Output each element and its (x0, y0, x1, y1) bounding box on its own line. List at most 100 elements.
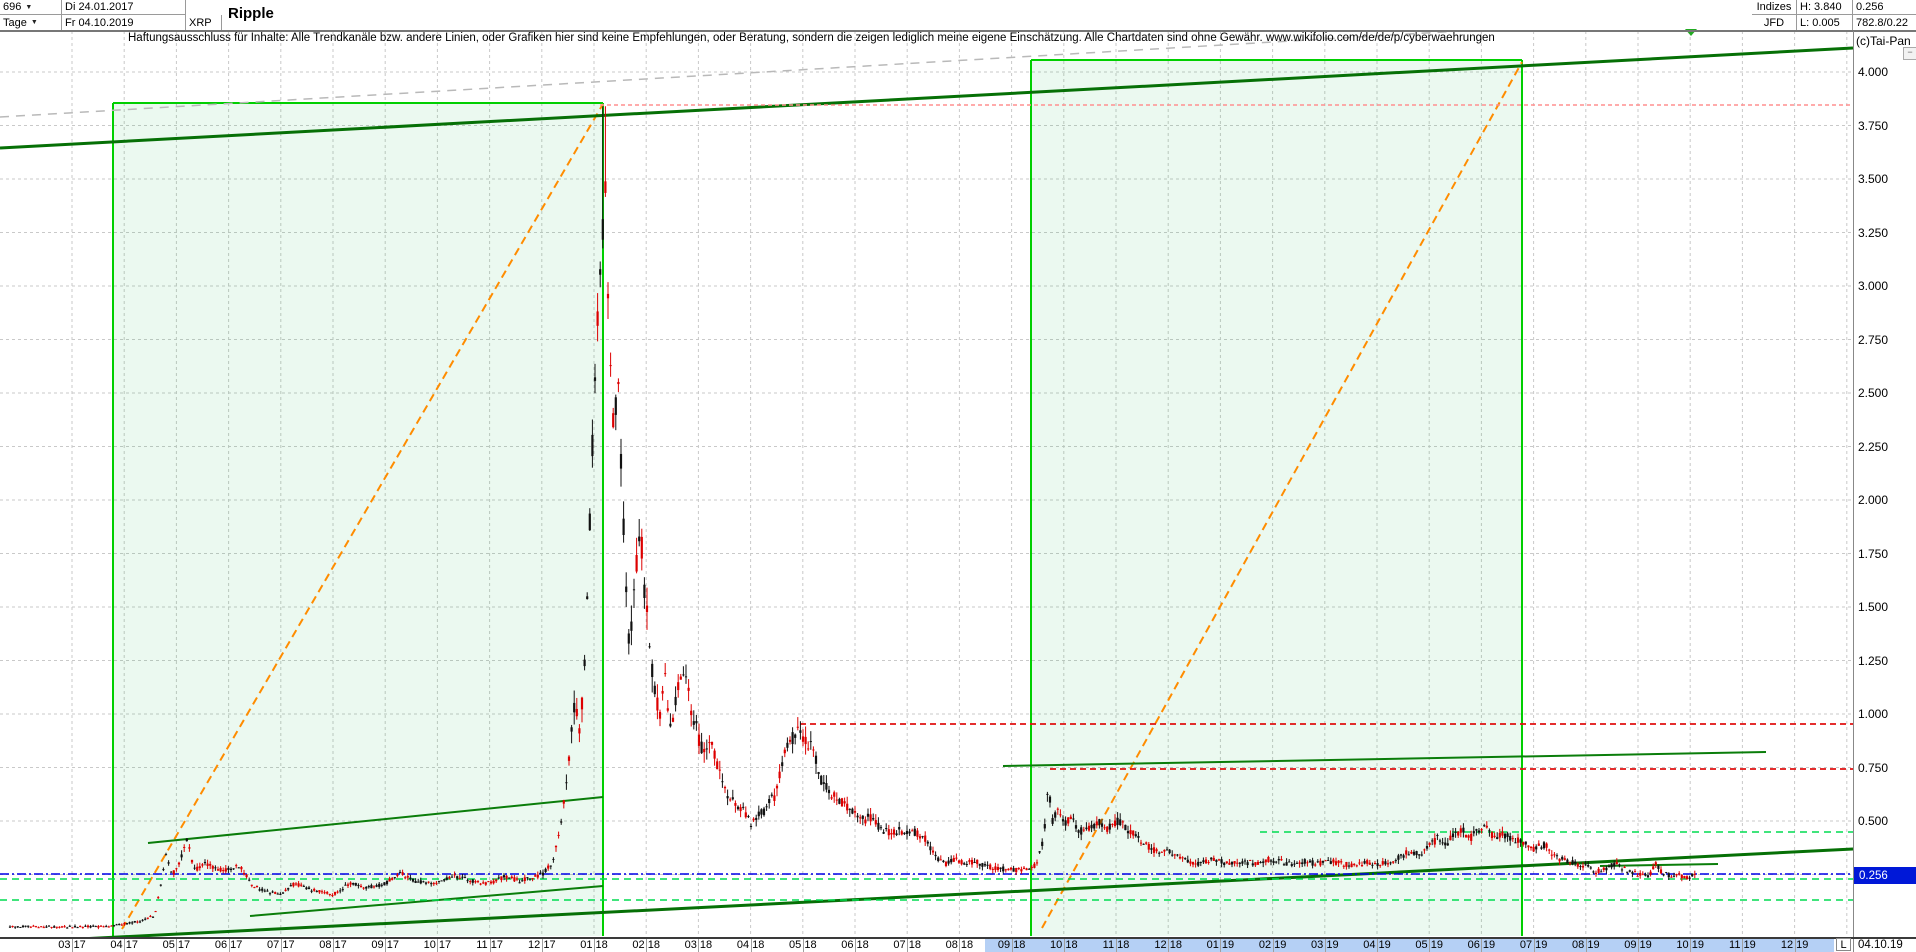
axis-separator (1853, 31, 1854, 952)
y-axis-label: 3.000 (1858, 279, 1889, 293)
date-from-value: Di 24.01.2017 (65, 1, 134, 13)
month-label: 12 19 (1780, 939, 1809, 951)
month-label: 05 19 (1415, 939, 1443, 951)
bars-count-dropdown[interactable]: 696 ▼ (0, 0, 62, 15)
month-label: 01 18 (580, 939, 608, 951)
month-tick (855, 939, 856, 952)
month-label: 01 19 (1206, 939, 1235, 951)
month-label: 06 17 (214, 939, 243, 951)
period-dropdown[interactable]: Tage ▼ (0, 15, 62, 31)
month-label: 10 19 (1676, 939, 1704, 951)
month-label: 07 19 (1519, 939, 1548, 951)
y-axis-label: 1.000 (1858, 707, 1889, 721)
month-label: 03 19 (1311, 939, 1339, 951)
month-tick (489, 939, 491, 952)
month-tick (1638, 939, 1639, 952)
month-tick (1690, 939, 1692, 952)
broker-label: JFD (1752, 15, 1797, 31)
month-tick (385, 939, 387, 952)
month-tick (1324, 939, 1326, 952)
last-price: 0.256 (1853, 0, 1916, 15)
month-tick (802, 939, 804, 952)
last-date-label: 04.10.19 (1858, 939, 1903, 951)
month-label: 10 17 (423, 939, 452, 951)
date-to-field[interactable]: Fr 04.10.2019 (62, 15, 186, 31)
month-label: 09 17 (371, 939, 399, 951)
date-from-field[interactable]: Di 24.01.2017 (62, 0, 186, 15)
date-to-value: Fr 04.10.2019 (65, 16, 134, 29)
month-tick (1481, 939, 1483, 952)
month-label: 11 17 (476, 939, 503, 951)
month-label: 02 19 (1258, 939, 1287, 951)
month-label: 03 18 (684, 939, 713, 951)
x-axis-labels: 03 17 04 17 05 17 06 17 07 17 08 17 09 17 10 17… (0, 939, 1853, 952)
month-tick (72, 939, 73, 952)
indizes-label: Indizes (1752, 0, 1797, 15)
month-label: 05 18 (789, 939, 817, 951)
chevron-down-icon: ▼ (25, 3, 33, 11)
month-tick (1377, 939, 1378, 952)
month-tick (1742, 939, 1744, 952)
y-axis-label: 0.500 (1858, 814, 1889, 828)
y-axis-label: 3.500 (1858, 172, 1889, 186)
y-axis-label: 2.250 (1858, 439, 1889, 454)
collapse-icon[interactable]: − (1903, 47, 1916, 60)
month-tick (333, 939, 334, 952)
month-label: 04 19 (1363, 939, 1391, 951)
month-tick (1794, 939, 1796, 952)
month-tick (1220, 939, 1222, 952)
chevron-down-icon: ▼ (30, 19, 38, 26)
high-value: H: 3.840 (1797, 0, 1853, 15)
month-tick (1063, 939, 1065, 952)
month-label: 04 17 (110, 939, 138, 951)
month-tick (594, 939, 595, 952)
month-tick (228, 939, 230, 952)
y-axis-label: 1.250 (1858, 653, 1889, 668)
month-tick (646, 939, 648, 952)
x-axis-highlight-range (985, 939, 1834, 952)
month-tick (698, 939, 700, 952)
month-label: 03 17 (58, 939, 86, 951)
month-tick (1585, 939, 1587, 952)
month-label: 12 17 (528, 939, 556, 951)
month-label: 02 18 (632, 939, 660, 951)
disclaimer-text: Haftungsausschluss für Inhalte: Alle Tre… (128, 32, 1495, 44)
month-label: 04 18 (736, 939, 765, 951)
x-axis-border (0, 937, 1916, 939)
y-axis-label: 2.500 (1858, 386, 1889, 400)
month-label: 09 19 (1624, 939, 1652, 951)
month-label: 09 18 (997, 939, 1026, 951)
y-axis-label: 1.500 (1858, 600, 1889, 614)
y-axis-label: 2.750 (1858, 332, 1889, 347)
page-title: Ripple (228, 5, 274, 22)
month-tick (1272, 939, 1274, 952)
y-axis-label: 1.750 (1858, 546, 1889, 561)
month-label: 05 17 (162, 939, 191, 951)
symbol-field[interactable]: XRP (186, 15, 222, 31)
month-label: 07 18 (893, 939, 921, 951)
symbol-value: XRP (189, 16, 212, 29)
month-tick (1533, 939, 1535, 952)
last-bar-indicator[interactable]: L (1836, 938, 1851, 951)
month-label: 07 17 (267, 939, 295, 951)
month-label: 08 19 (1572, 939, 1600, 951)
month-tick (1168, 939, 1170, 952)
month-tick (280, 939, 282, 952)
month-label: 08 18 (945, 939, 974, 951)
month-tick (124, 939, 126, 952)
month-tick (907, 939, 909, 952)
y-axis-label: 2.000 (1858, 493, 1889, 507)
header-divider (0, 30, 1916, 32)
month-label: 06 18 (841, 939, 869, 951)
y-axis-label: 3.750 (1858, 118, 1889, 133)
month-tick (1116, 939, 1117, 952)
month-label: 11 19 (1729, 939, 1756, 951)
month-tick (750, 939, 752, 952)
month-label: 10 18 (1050, 939, 1078, 951)
y-axis-label: 3.250 (1858, 225, 1889, 240)
extra-value: 782.8/0.22 (1853, 15, 1916, 31)
month-label: 08 17 (319, 939, 347, 951)
month-label: 06 19 (1467, 939, 1496, 951)
